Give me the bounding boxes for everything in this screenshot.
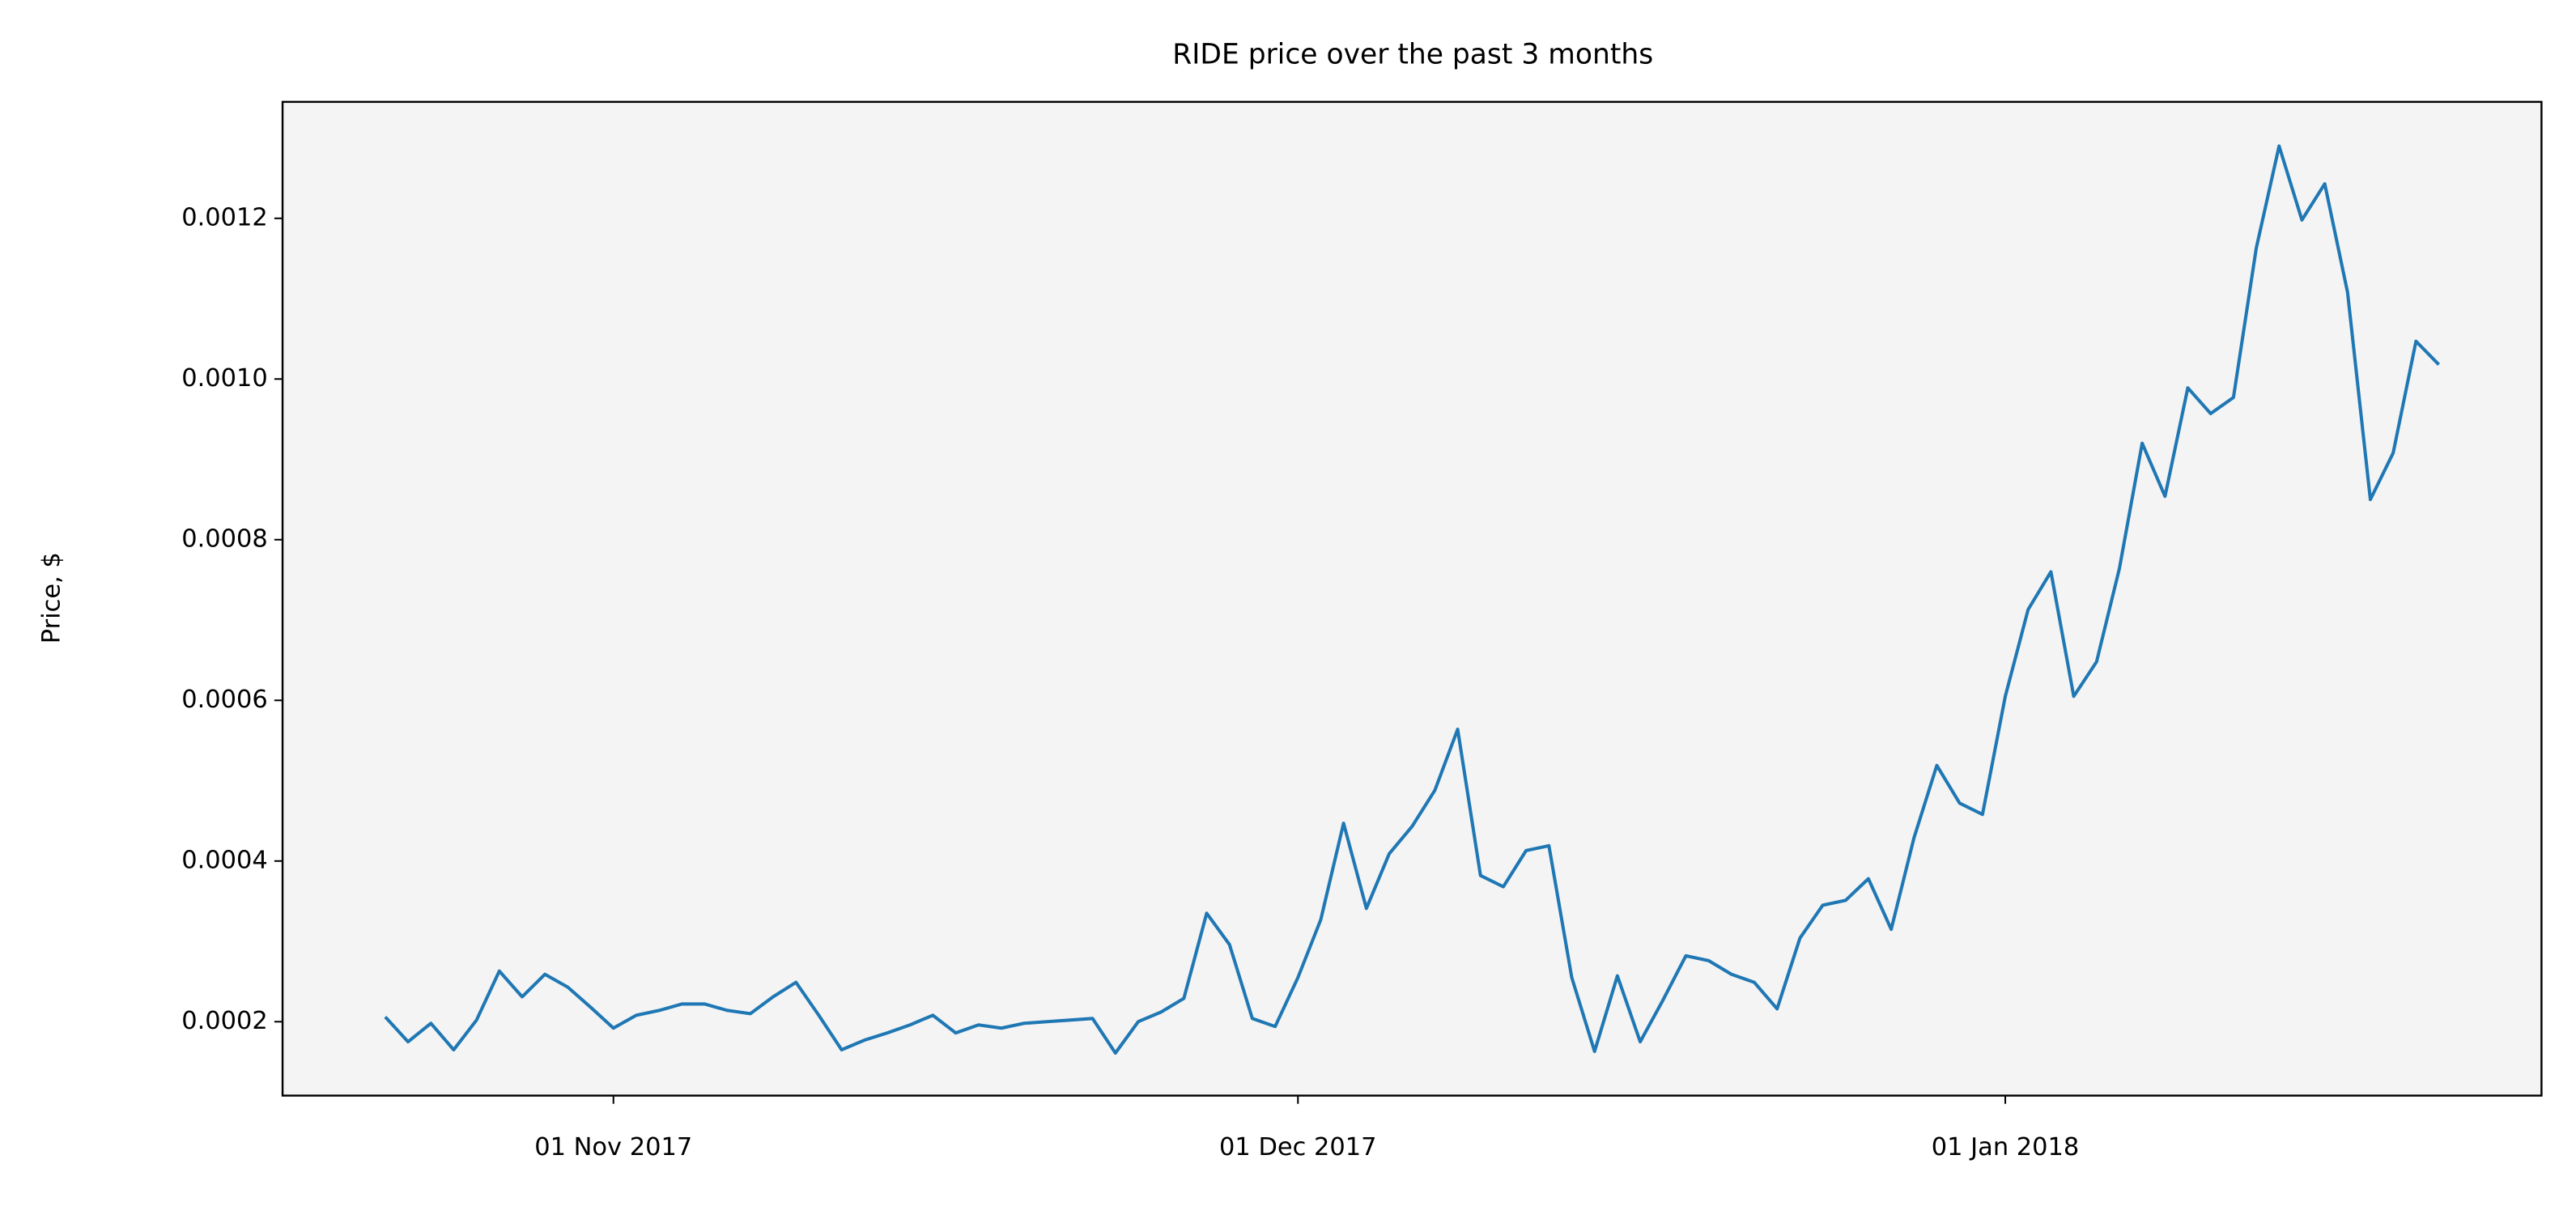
y-tick-label: 0.0010 [181,364,268,393]
x-tick-label: 01 Jan 2018 [1932,1133,2079,1161]
chart-title: RIDE price over the past 3 months [1172,39,1653,71]
plot-frame [281,100,2543,1097]
y-tick-label: 0.0006 [181,686,268,714]
x-tick-label: 01 Nov 2017 [534,1133,692,1161]
y-tick-label: 0.0008 [181,524,268,553]
price-line [384,144,2441,1055]
y-axis-label: Price, $ [37,552,66,643]
y-tick-label: 0.0002 [181,1007,268,1035]
plot-area [283,101,2542,1096]
y-tick-label: 0.0012 [181,203,268,231]
x-tick-label: 01 Dec 2017 [1219,1133,1376,1161]
y-tick-label: 0.0004 [181,846,268,874]
